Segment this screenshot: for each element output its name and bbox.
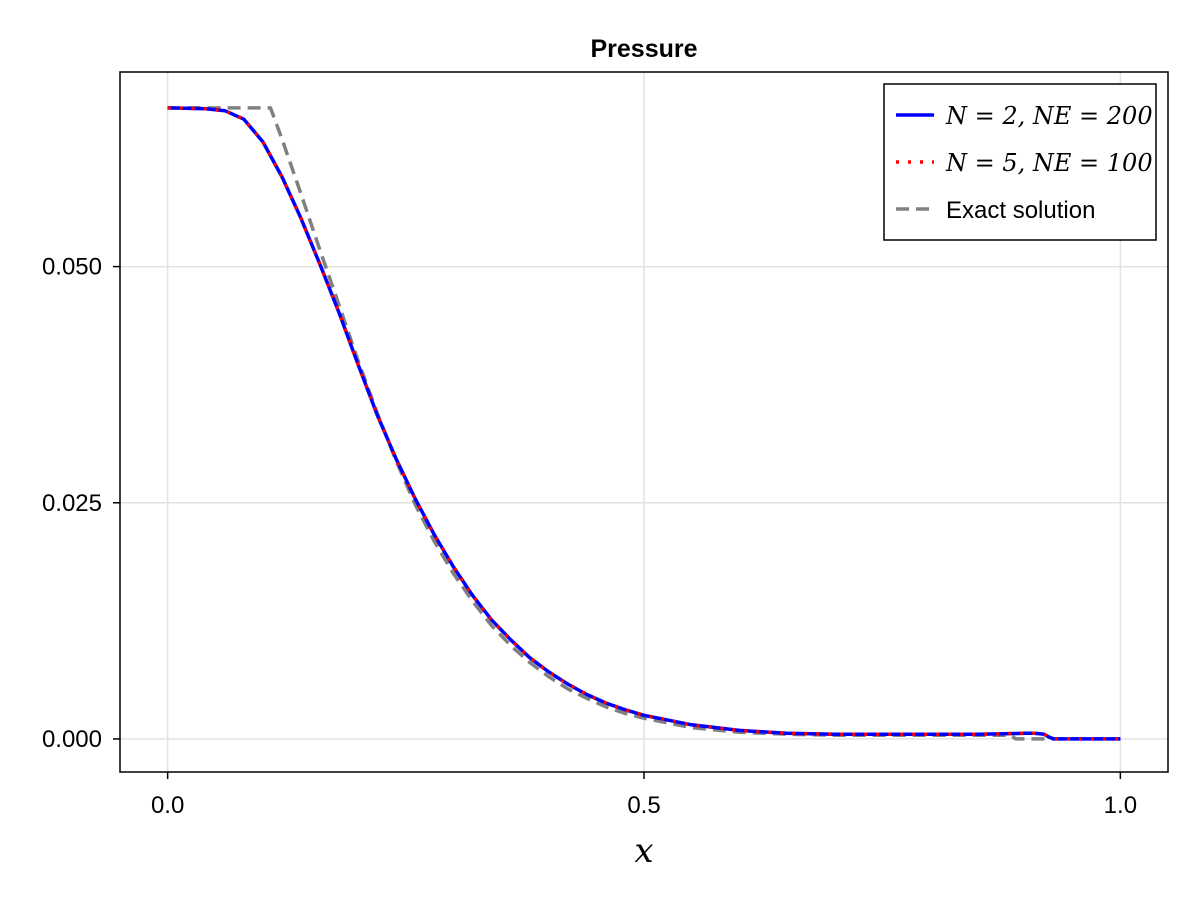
x-tick-label: 1.0 xyxy=(1104,792,1137,819)
y-tick-label: 0.000 xyxy=(42,726,102,753)
x-tick-label: 0.5 xyxy=(627,792,660,819)
y-tick-label: 0.050 xyxy=(42,254,102,281)
legend-box xyxy=(883,83,1157,241)
y-tick-label: 0.025 xyxy=(42,490,102,517)
x-axis-ticks: 0.0 0.5 1.0 xyxy=(151,772,1137,819)
series-line-1 xyxy=(167,106,1121,741)
legend-label-0: N = 2, NE = 200 xyxy=(945,102,1153,130)
legend-label-2: Exact solution xyxy=(946,197,1095,224)
y-axis-ticks: 0.000 0.025 0.050 xyxy=(42,254,120,753)
x-tick-label: 0.0 xyxy=(151,792,184,819)
legend: N = 2, NE = 200 N = 5, NE = 100 Exact solu… xyxy=(883,83,1157,241)
series-line-2 xyxy=(167,106,1121,741)
x-axis-label: x xyxy=(634,831,653,871)
chart-title: Pressure xyxy=(590,35,697,63)
series-lines xyxy=(167,106,1121,741)
legend-label-1: N = 5, NE = 100 xyxy=(945,149,1153,177)
